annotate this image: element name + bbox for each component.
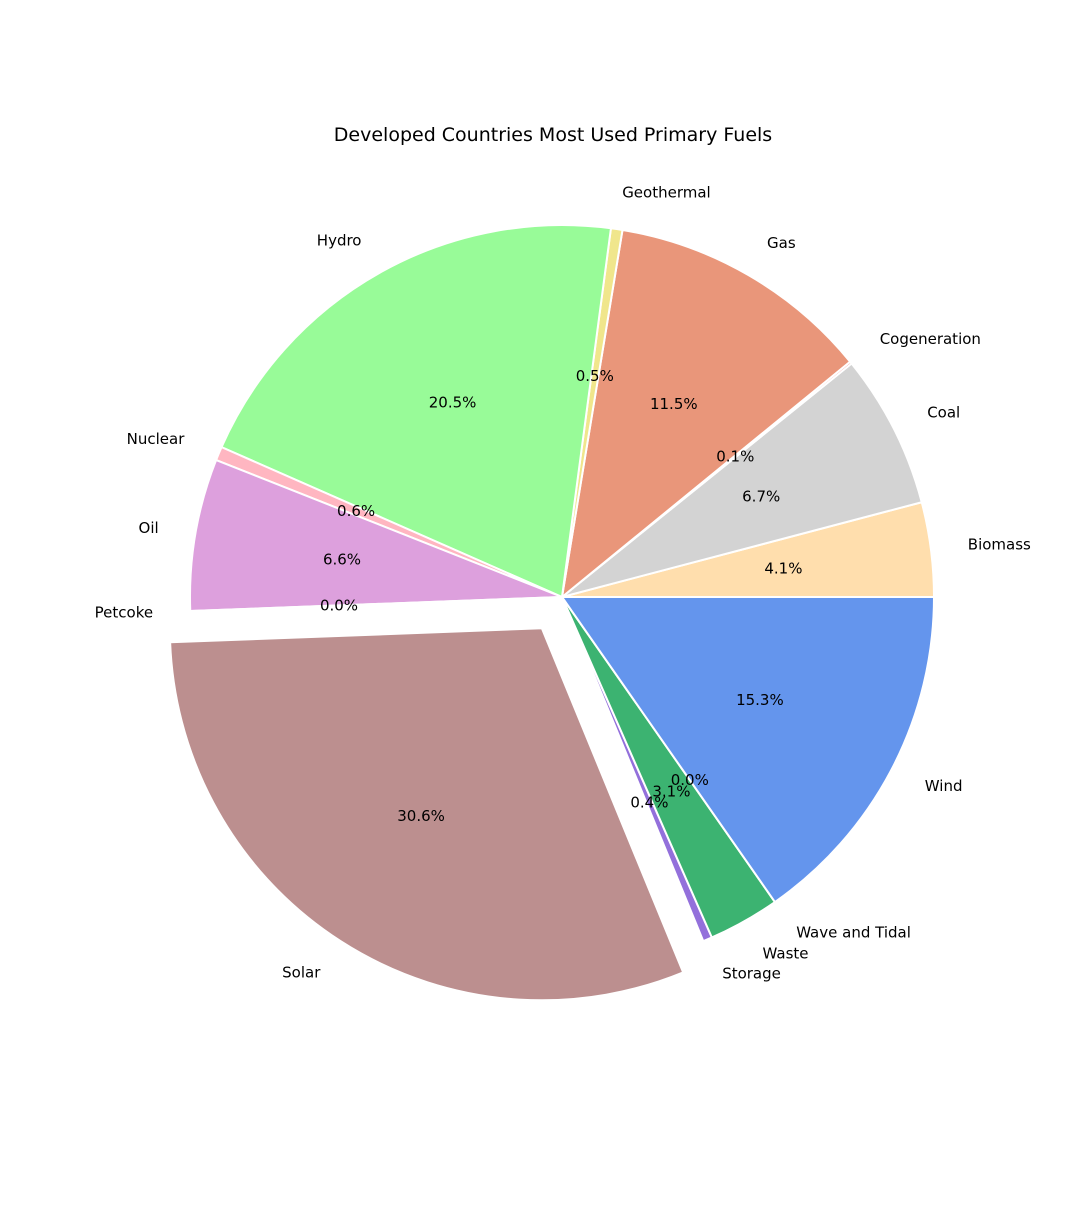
slice-label-gas: Gas — [767, 234, 796, 252]
pie-slice-solar — [169, 627, 685, 1002]
slice-label-storage: Storage — [722, 965, 781, 983]
slice-label-petcoke: Petcoke — [95, 603, 153, 621]
pct-label-gas: 11.5% — [650, 395, 698, 413]
slice-label-oil: Oil — [139, 519, 159, 537]
pie-slice-petcoke — [189, 596, 563, 613]
slice-label-cogeneration: Cogeneration — [880, 330, 981, 348]
pct-label-nuclear: 0.6% — [337, 502, 375, 520]
pie-slice-gas — [561, 228, 852, 598]
labels-group: Biomass 4.1% Coal 6.7% Cogeneration 0.1% Gas 11… — [95, 183, 1031, 982]
pct-label-oil: 6.6% — [323, 550, 361, 568]
slice-label-wind: Wind — [925, 777, 963, 795]
pct-label-waste: 3.1% — [652, 783, 690, 801]
pie-slice-coal — [561, 362, 923, 598]
pct-label-hydro: 20.5% — [429, 393, 477, 411]
slice-label-waste: Waste — [763, 945, 809, 963]
slice-label-coal: Coal — [927, 403, 960, 421]
pie-slice-oil — [189, 459, 563, 613]
pct-label-solar: 30.6% — [397, 807, 445, 825]
pct-label-wind: 15.3% — [736, 691, 784, 709]
pct-label-coal: 6.7% — [742, 487, 780, 505]
slice-label-hydro: Hydro — [317, 231, 362, 249]
slice-label-geothermal: Geothermal — [622, 183, 711, 201]
slice-label-biomass: Biomass — [968, 535, 1031, 553]
pct-label-wave-and-tidal: 0.0% — [671, 771, 709, 789]
pct-label-biomass: 4.1% — [764, 559, 802, 577]
pct-label-geothermal: 0.5% — [576, 367, 614, 385]
slice-label-solar: Solar — [282, 963, 321, 981]
pct-label-petcoke: 0.0% — [320, 596, 358, 614]
slice-label-wave-and-tidal: Wave and Tidal — [796, 924, 911, 942]
slice-label-nuclear: Nuclear — [127, 430, 186, 448]
chart-title: Developed Countries Most Used Primary Fu… — [334, 124, 772, 146]
slices-group — [169, 224, 935, 1002]
pie-slice-wind — [561, 596, 935, 904]
pct-label-cogeneration: 0.1% — [716, 447, 754, 465]
pct-label-storage: 0.4% — [630, 793, 668, 811]
pie-slice-hydro — [220, 224, 612, 598]
